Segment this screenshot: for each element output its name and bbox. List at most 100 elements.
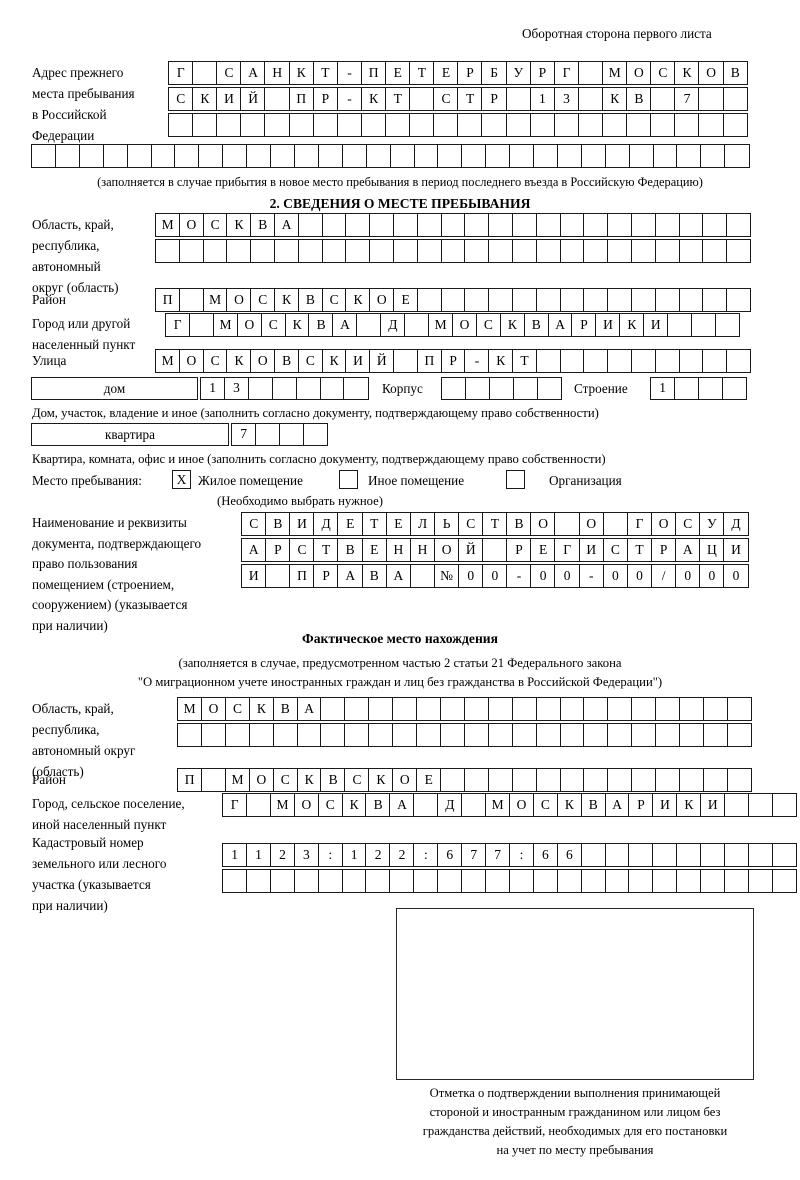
char-cell[interactable] — [607, 288, 633, 312]
char-cell[interactable]: 1 — [529, 87, 556, 111]
char-cell[interactable] — [509, 144, 535, 168]
char-cell[interactable] — [577, 61, 604, 85]
char-cell[interactable] — [607, 349, 633, 373]
char-cell[interactable] — [481, 113, 507, 137]
char-cell[interactable] — [511, 288, 538, 312]
char-cell[interactable]: О — [451, 313, 478, 337]
char-cell[interactable] — [678, 239, 704, 263]
char-cell[interactable] — [655, 723, 681, 747]
char-cell[interactable] — [293, 144, 320, 168]
char-cell[interactable] — [320, 723, 346, 747]
char-cell[interactable] — [192, 113, 218, 137]
char-cell[interactable]: П — [155, 288, 181, 312]
char-cell[interactable] — [440, 239, 466, 263]
char-cell[interactable]: О — [433, 538, 460, 562]
char-cell[interactable] — [464, 239, 490, 263]
char-cell[interactable] — [583, 723, 609, 747]
char-cell[interactable] — [702, 239, 728, 263]
char-cell[interactable] — [441, 377, 467, 400]
char-cell[interactable] — [264, 113, 290, 137]
char-cell[interactable]: К — [619, 313, 645, 337]
char-cell[interactable] — [577, 87, 604, 111]
char-cell[interactable]: А — [674, 538, 701, 562]
char-cell[interactable] — [341, 144, 368, 168]
char-cell[interactable] — [674, 113, 700, 137]
char-cell[interactable] — [607, 697, 633, 721]
char-cell[interactable] — [650, 87, 676, 111]
char-cell[interactable]: М — [601, 61, 628, 85]
char-cell[interactable]: В — [265, 512, 291, 536]
char-cell[interactable]: О — [578, 512, 605, 536]
char-cell[interactable]: В — [722, 61, 749, 85]
char-cell[interactable]: Н — [264, 61, 290, 85]
char-cell[interactable]: Е — [392, 288, 419, 312]
char-cell[interactable] — [312, 113, 339, 137]
prev-address-row-4[interactable] — [31, 144, 750, 168]
char-cell[interactable]: И — [578, 538, 605, 562]
char-cell[interactable] — [747, 843, 774, 867]
char-cell[interactable] — [724, 793, 750, 817]
char-cell[interactable] — [630, 349, 657, 373]
char-cell[interactable] — [439, 697, 466, 721]
char-cell[interactable] — [535, 349, 561, 373]
char-cell[interactable]: П — [288, 87, 315, 111]
char-cell[interactable]: 0 — [554, 564, 580, 588]
char-cell[interactable] — [553, 113, 580, 137]
char-cell[interactable] — [416, 288, 442, 312]
char-cell[interactable]: Й — [457, 538, 484, 562]
char-cell[interactable] — [676, 869, 702, 893]
char-cell[interactable] — [174, 144, 200, 168]
char-cell[interactable]: С — [475, 313, 502, 337]
char-cell[interactable]: К — [296, 768, 322, 792]
char-cell[interactable]: С — [250, 288, 276, 312]
char-cell[interactable] — [690, 313, 717, 337]
char-cell[interactable] — [724, 843, 750, 867]
document-row-3[interactable]: И П Р А В А № 0 0-0 0-0 0/0 0 0 — [241, 564, 749, 588]
char-cell[interactable] — [726, 288, 752, 312]
char-cell[interactable]: 0 — [482, 564, 508, 588]
char-cell[interactable] — [724, 144, 750, 168]
char-cell[interactable] — [178, 239, 204, 263]
char-cell[interactable] — [341, 869, 367, 893]
char-cell[interactable] — [295, 377, 321, 400]
char-cell[interactable]: 0 — [699, 564, 725, 588]
char-cell[interactable]: 3 — [293, 843, 320, 867]
char-cell[interactable] — [511, 768, 537, 792]
char-cell[interactable] — [654, 239, 680, 263]
char-cell[interactable]: С — [457, 512, 484, 536]
char-cell[interactable]: Д — [313, 512, 339, 536]
char-cell[interactable]: Т — [457, 87, 483, 111]
char-cell[interactable]: К — [488, 349, 514, 373]
char-cell[interactable] — [345, 213, 371, 237]
char-cell[interactable]: В — [361, 564, 388, 588]
char-cell[interactable] — [607, 768, 633, 792]
char-cell[interactable] — [628, 144, 654, 168]
char-cell[interactable] — [461, 144, 487, 168]
char-cell[interactable] — [440, 213, 466, 237]
char-cell[interactable]: С — [602, 538, 629, 562]
char-cell[interactable] — [54, 144, 81, 168]
char-cell[interactable] — [726, 697, 753, 721]
char-cell[interactable]: С — [344, 768, 370, 792]
char-cell[interactable] — [676, 843, 702, 867]
char-cell[interactable]: С — [650, 61, 676, 85]
char-cell[interactable] — [463, 723, 490, 747]
char-cell[interactable]: 1 — [245, 843, 272, 867]
char-cell[interactable] — [702, 349, 728, 373]
char-cell[interactable] — [726, 239, 752, 263]
char-cell[interactable] — [271, 377, 298, 400]
char-cell[interactable]: Й — [369, 349, 395, 373]
char-cell[interactable]: С — [224, 697, 251, 721]
char-cell[interactable] — [177, 723, 203, 747]
char-cell[interactable] — [293, 869, 320, 893]
char-cell[interactable] — [511, 213, 538, 237]
char-cell[interactable]: Т — [482, 512, 508, 536]
char-cell[interactable] — [702, 288, 728, 312]
char-cell[interactable] — [724, 869, 750, 893]
char-cell[interactable]: Г — [554, 538, 580, 562]
char-cell[interactable] — [461, 869, 487, 893]
